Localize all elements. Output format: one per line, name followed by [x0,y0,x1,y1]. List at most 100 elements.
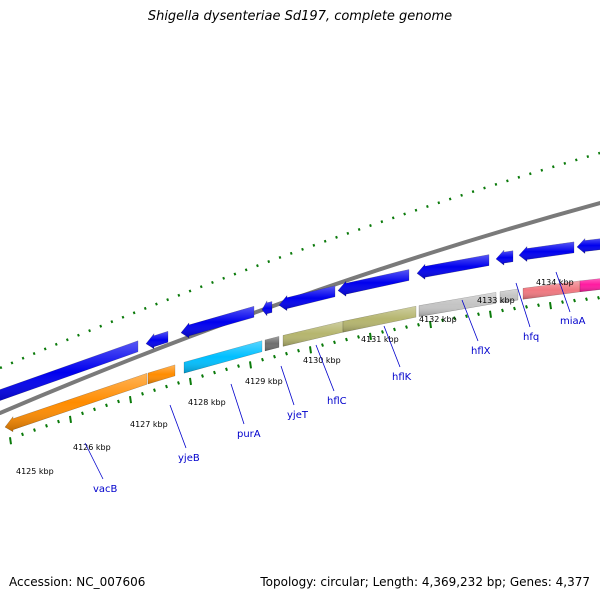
scale-tick [537,303,540,308]
forward-gene-arrow[interactable] [261,299,273,317]
scale-tick [249,361,252,369]
scale-tick [213,370,216,375]
scale-tick [345,337,348,342]
scale-tick [21,432,24,437]
forward-gene-arrow[interactable] [576,237,600,255]
accession-text: Accession: NC_007606 [9,575,146,589]
gene-box-purA[interactable] [183,340,263,374]
scale-tick [309,346,312,354]
scale-tick [465,314,468,319]
scale-tick [189,377,192,386]
scale-tick [177,381,180,385]
scale-tick [273,354,276,359]
scale-tick [69,415,72,424]
kbp-label: 4126 kbp [73,443,111,452]
gene-label-hfq[interactable]: hfq [523,332,539,343]
scale-tick [117,399,120,404]
kbp-label: 4127 kbp [130,420,168,429]
forward-gene-arrow[interactable] [145,330,169,350]
scale-tick [597,295,600,300]
scale-tick [237,364,240,368]
scale-tick [93,407,96,412]
kbp-label: 4129 kbp [245,377,283,386]
scale-tick [525,305,528,309]
scale-tick [57,419,60,424]
forward-gene-arrow[interactable] [278,285,336,312]
gene-connector [169,404,187,449]
gene-connector [230,383,245,425]
gene-connector [315,344,335,392]
forward-gene-arrow[interactable] [337,269,410,297]
scale-tick [573,298,576,303]
scale-tick [297,348,300,353]
scale-tick [381,330,384,334]
gene-connector [461,299,479,342]
forward-gene-arrow[interactable] [0,340,139,404]
kbp-label: 4133 kbp [477,296,515,305]
gene-box-hflX[interactable] [418,292,497,317]
scale-tick [549,301,552,310]
gene-label-hflC[interactable]: hflC [327,396,347,407]
scale-tick [9,437,12,445]
scale-tick [489,310,492,318]
gene-label-purA[interactable]: purA [237,429,261,440]
scale-tick [393,327,396,332]
gene-box-yjeB[interactable] [147,364,176,385]
scale-tick [333,340,336,345]
scale-tick [81,411,84,416]
map-title: Shigella dysenteriae Sd197, complete gen… [147,9,453,24]
gene-box-miaA[interactable] [579,277,600,293]
scale-tick [561,300,564,304]
scale-tick [285,351,288,356]
gene-connector [515,282,531,328]
scale-tick [33,428,36,432]
scale-tick [369,332,372,341]
gene-box-hflC[interactable] [282,320,344,347]
gene-label-yjeB[interactable]: yjeB [178,453,200,464]
gene-label-yjeT[interactable]: yjeT [287,410,309,421]
scale-tick [201,374,204,378]
forward-gene-arrow[interactable] [518,241,575,263]
scale-tick [357,335,360,339]
scale-tick [141,392,144,396]
gene-connector [555,271,571,313]
kbp-label: 4132 kbp [419,315,457,324]
scale-tick [225,367,228,372]
gene-box-hflK[interactable] [342,305,417,333]
gene-arrow-vacB[interactable] [4,372,148,433]
scale-tick [321,343,324,347]
gene-label-hflX[interactable]: hflX [471,346,491,357]
gene-label-hflK[interactable]: hflK [392,372,412,383]
scale-tick [129,395,132,404]
scale-tick [501,308,504,313]
scale-tick [405,325,408,329]
scale-tick [513,306,516,311]
scale-tick [165,384,168,389]
scale-tick [417,322,420,327]
kbp-label: 4128 kbp [188,398,226,407]
scale-tick [153,388,156,392]
forward-gene-arrow[interactable] [495,249,514,266]
genome-backbone [0,201,600,415]
scale-tick [429,320,432,329]
kbp-label: 4125 kbp [16,467,54,476]
gene-label-vacB[interactable]: vacB [93,484,118,495]
gene-label-miaA[interactable]: miaA [560,316,586,327]
gene-label-group: vacB yjeB purA yjeT hflC hflK hflX hfq miaA [84,271,586,495]
gene-connector [383,325,401,368]
scale-tick [453,316,456,321]
scale-tick [585,297,588,301]
kbp-label: 4134 kbp [536,278,574,287]
tick-group [9,295,600,445]
gene-connector [280,365,295,406]
scale-tick [105,403,108,408]
forward-gene-arrow[interactable] [416,254,490,280]
gene-box-hfq[interactable] [499,288,519,304]
scale-tick [45,423,48,428]
scale-tick [261,357,264,362]
genome-summary-text: Topology: circular; Length: 4,369,232 bp… [260,575,590,589]
feature-group [0,237,600,433]
forward-gene-arrow[interactable] [180,305,255,339]
gene-box-yjeT[interactable] [264,336,280,352]
